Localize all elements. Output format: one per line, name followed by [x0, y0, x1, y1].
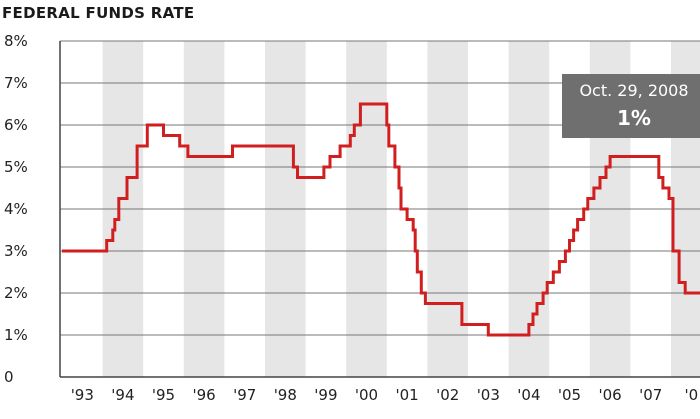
x-tick-label: '0: [684, 386, 698, 404]
rate-callout: Oct. 29, 2008 1%: [562, 74, 700, 138]
x-tick-label: '93: [71, 386, 94, 404]
x-tick-label: '96: [192, 386, 215, 404]
y-tick-label: 3%: [4, 242, 28, 260]
x-tick-label: '95: [152, 386, 175, 404]
x-tick-label: '02: [436, 386, 459, 404]
x-tick-label: '00: [355, 386, 378, 404]
y-tick-label: 1%: [4, 326, 28, 344]
chart-title: FEDERAL FUNDS RATE: [2, 4, 195, 22]
x-axis-labels: '93 '94 '95 '96 '97 '98 '99 '00 '01 '02 '03 '04 '05 '…: [71, 386, 698, 404]
y-tick-label: 8%: [4, 32, 28, 50]
x-tick-label: '05: [558, 386, 581, 404]
y-axis-labels: 8% 7% 6% 5% 4% 3% 2% 1% 0: [4, 32, 28, 386]
y-tick-label: 2%: [4, 284, 28, 302]
x-tick-label: '01: [395, 386, 418, 404]
callout-value: 1%: [617, 106, 651, 130]
callout-date: Oct. 29, 2008: [579, 81, 688, 100]
x-tick-label: '07: [639, 386, 662, 404]
y-tick-label: 0: [4, 368, 14, 386]
y-tick-label: 6%: [4, 116, 28, 134]
callout-box: [562, 74, 700, 138]
x-tick-label: '97: [233, 386, 256, 404]
series-group: [62, 102, 700, 337]
y-tick-label: 4%: [4, 200, 28, 218]
x-tick-label: '06: [598, 386, 621, 404]
x-tick-label: '04: [517, 386, 540, 404]
x-tick-label: '94: [111, 386, 134, 404]
x-tick-label: '99: [314, 386, 337, 404]
y-tick-label: 7%: [4, 74, 28, 92]
rate-series-line: [62, 102, 700, 337]
x-tick-label: '98: [274, 386, 297, 404]
y-tick-label: 5%: [4, 158, 28, 176]
x-tick-label: '03: [477, 386, 500, 404]
